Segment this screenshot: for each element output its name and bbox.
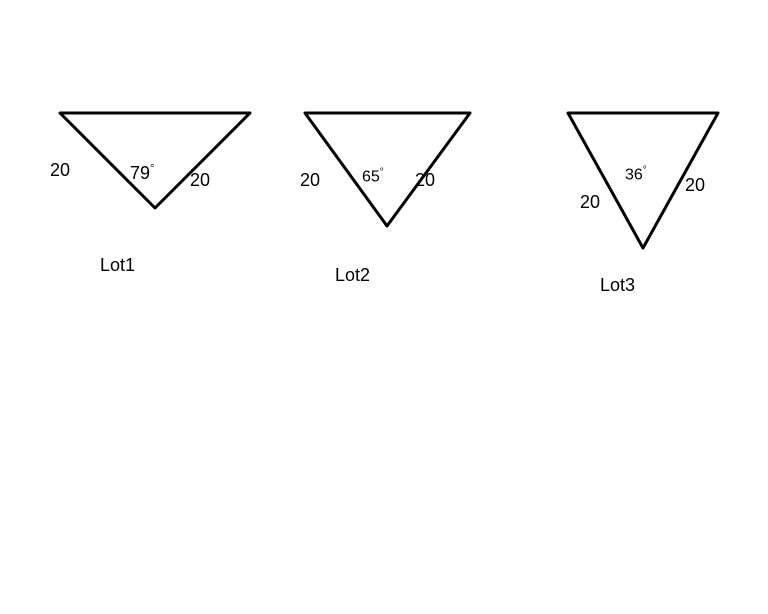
lot3-angle-value: 36	[625, 166, 643, 183]
triangle-lot2	[300, 108, 475, 238]
lot2-left-side-label: 20	[300, 170, 320, 191]
degree-icon: °	[643, 165, 647, 176]
lot3-angle-label: 36°	[625, 165, 647, 184]
diagram-container: 20 20 79° Lot1 20 20 65° Lot2 20 20 36° …	[0, 0, 768, 614]
lot1-left-side-label: 20	[50, 160, 70, 181]
triangle-svg-lot2	[300, 108, 475, 233]
lot2-right-side-label: 20	[415, 170, 435, 191]
lot1-angle-value: 79	[130, 163, 150, 183]
triangle-svg-lot1	[55, 108, 255, 218]
lot2-angle-value: 65	[362, 168, 380, 185]
lot2-name-label: Lot2	[335, 265, 370, 286]
lot1-right-side-label: 20	[190, 170, 210, 191]
lot1-name-label: Lot1	[100, 255, 135, 276]
lot3-right-side-label: 20	[685, 175, 705, 196]
lot1-angle-label: 79°	[130, 163, 154, 184]
degree-icon: °	[150, 163, 154, 175]
degree-icon: °	[380, 167, 384, 178]
lot2-angle-label: 65°	[362, 167, 384, 186]
lot3-left-side-label: 20	[580, 192, 600, 213]
lot3-name-label: Lot3	[600, 275, 635, 296]
triangle-lot1	[55, 108, 255, 223]
